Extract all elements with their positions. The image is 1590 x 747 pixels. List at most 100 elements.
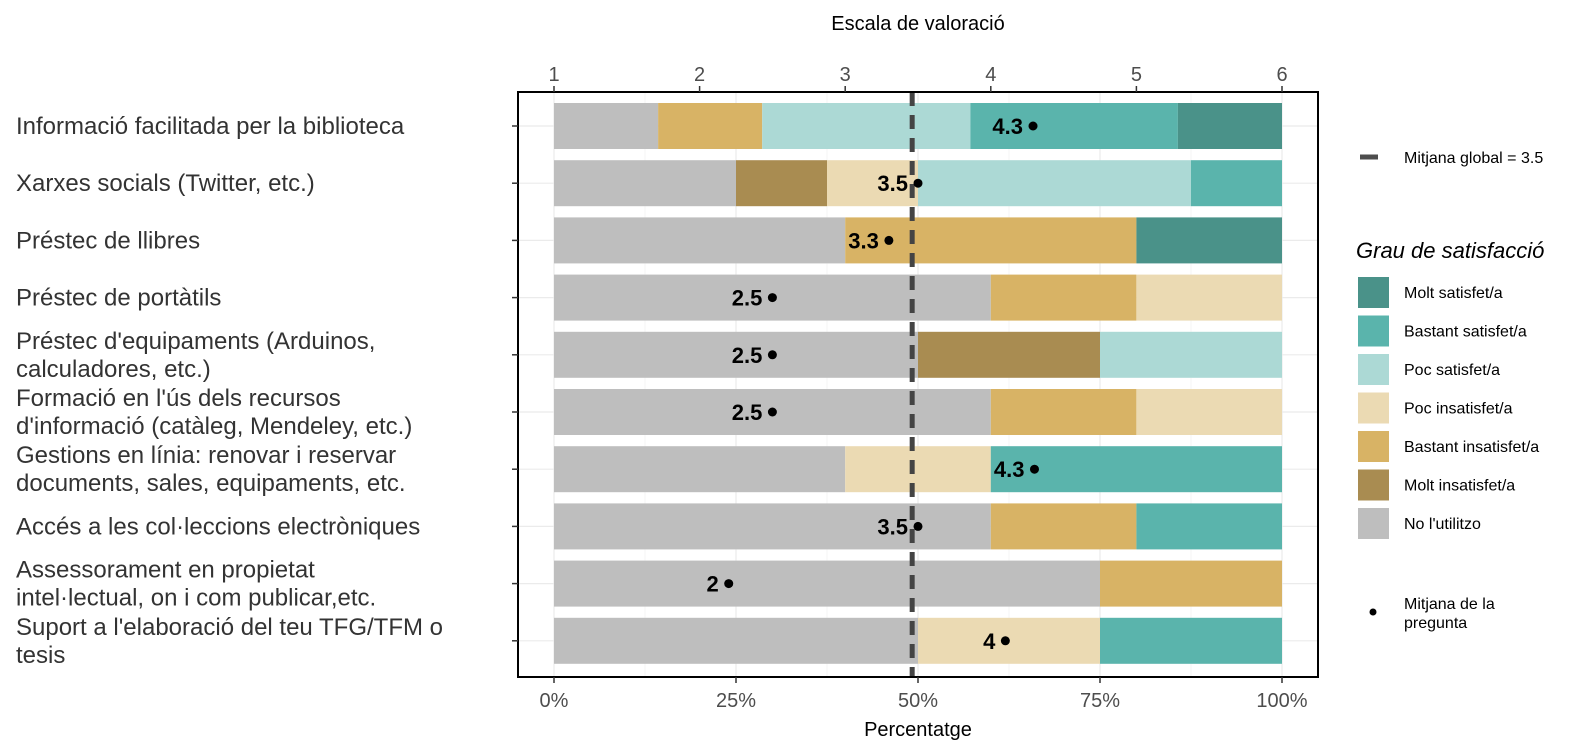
legend-key-molt-insatisfet-a bbox=[1358, 469, 1389, 501]
top-axis-tick-label: 2 bbox=[694, 64, 705, 86]
mean-label: 2 bbox=[706, 572, 718, 597]
bar-segment-bastant-satisfet-a bbox=[970, 103, 1178, 149]
mean-point-legend-line: Mitjana de la bbox=[1404, 596, 1495, 613]
bar-segment-poc-insatisfet-a bbox=[1136, 389, 1282, 435]
bar-segment-no-l-utilitzo bbox=[554, 331, 918, 378]
bottom-axis-tick-label: 100% bbox=[1256, 690, 1307, 712]
mean-point bbox=[1028, 121, 1038, 131]
bar-segment-poc-satisfet-a bbox=[1100, 331, 1282, 378]
row-label-line: Préstec de portàtils bbox=[16, 285, 221, 312]
row-label-line: tesis bbox=[16, 642, 65, 669]
bar-segment-poc-satisfet-a bbox=[762, 103, 971, 149]
row-label-line: documents, sales, equipaments, etc. bbox=[16, 470, 406, 497]
legend-label: Poc satisfet/a bbox=[1404, 362, 1500, 379]
global-mean-legend-text: Mitjana global = bbox=[1404, 150, 1521, 167]
bar-segment-bastant-insatisfet-a bbox=[990, 274, 1137, 321]
row-label: Préstec de llibres bbox=[16, 227, 200, 254]
legend-items: Molt satisfet/a Bastant satisfet/a Poc sat… bbox=[1358, 277, 1539, 539]
mean-label: 4.3 bbox=[994, 457, 1025, 482]
row-label-line: Préstec d'equipaments (Arduinos, bbox=[16, 328, 375, 355]
row-label: Formació en l'ús dels recursos d'informac… bbox=[16, 385, 412, 440]
legend-label: Molt satisfet/a bbox=[1404, 285, 1503, 302]
bar-segment-bastant-insatisfet-a bbox=[845, 217, 1137, 264]
legend-label: No l'utilitzo bbox=[1404, 516, 1481, 533]
bar-segment-no-l-utilitzo bbox=[554, 503, 991, 550]
bar-segment-no-l-utilitzo bbox=[554, 160, 736, 207]
bar-segment-no-l-utilitzo bbox=[554, 617, 918, 664]
row-label: Préstec d'equipaments (Arduinos, calculad… bbox=[16, 328, 375, 383]
row-label-line: Accés a les col·leccions electròniques bbox=[16, 513, 420, 540]
row-label-line: Préstec de llibres bbox=[16, 227, 200, 254]
mean-label: 4 bbox=[983, 629, 996, 654]
top-axis: 1 2 3 4 5 6 bbox=[548, 64, 1288, 92]
mean-point-legend-key bbox=[1369, 608, 1377, 616]
bar-segment-molt-insatisfet-a bbox=[918, 331, 1100, 378]
legend-label: Bastant satisfet/a bbox=[1404, 324, 1527, 341]
mean-point bbox=[1000, 636, 1010, 646]
legend: Mitjana global = 3.5 Grau de satisfacció… bbox=[1356, 150, 1544, 632]
legend-label: Bastant insatisfet/a bbox=[1404, 439, 1539, 456]
mean-label: 2.5 bbox=[732, 343, 763, 368]
mean-label: 3.5 bbox=[877, 171, 908, 196]
global-mean-legend-value: 3.5 bbox=[1521, 150, 1543, 167]
top-axis-tick-label: 1 bbox=[548, 64, 559, 86]
stacked-bars bbox=[554, 103, 1282, 664]
global-mean-legend-label: Mitjana global = 3.5 bbox=[1404, 150, 1543, 167]
mean-point bbox=[767, 407, 777, 417]
legend-key-bastant-insatisfet-a bbox=[1358, 431, 1389, 462]
bar-segment-no-l-utilitzo bbox=[554, 103, 659, 149]
bar-segment-bastant-insatisfet-a bbox=[990, 503, 1137, 550]
mean-point bbox=[1029, 464, 1039, 474]
legend-key-no-l-utilitzo bbox=[1358, 508, 1389, 539]
row-label: Gestions en línia: renovar i reservar doc… bbox=[16, 442, 406, 497]
mean-points: 4.3 3.5 3.3 2.5 2.5 2.5 4.3 3.5 2 4 bbox=[706, 114, 1039, 654]
bar-segment-bastant-satisfet-a bbox=[1191, 160, 1282, 207]
mean-label: 2.5 bbox=[732, 286, 763, 311]
bar-segment-no-l-utilitzo bbox=[554, 446, 846, 493]
row-label-line: d'informació (catàleg, Mendeley, etc.) bbox=[16, 413, 412, 440]
bar-segment-bastant-satisfet-a bbox=[1136, 503, 1282, 550]
bottom-axis-title: Percentatge bbox=[864, 719, 972, 741]
bar-segment-poc-insatisfet-a bbox=[827, 160, 918, 207]
row-labels: Informació facilitada per la biblioteca X… bbox=[16, 113, 518, 669]
row-label: Xarxes socials (Twitter, etc.) bbox=[16, 170, 315, 197]
legend-key-poc-insatisfet-a bbox=[1358, 392, 1389, 424]
legend-key-poc-satisfet-a bbox=[1358, 354, 1389, 385]
bottom-axis: 0% 25% 50% 75% 100% bbox=[540, 677, 1308, 712]
bar-segment-bastant-insatisfet-a bbox=[658, 103, 763, 149]
bar-segment-molt-insatisfet-a bbox=[736, 160, 827, 207]
legend-title: Grau de satisfacció bbox=[1356, 238, 1544, 263]
legend-key-bastant-satisfet-a bbox=[1358, 315, 1389, 347]
top-axis-tick-label: 5 bbox=[1131, 64, 1142, 86]
legend-label: Poc insatisfet/a bbox=[1404, 401, 1513, 418]
row-label: Assessorament en propietat intel·lectual,… bbox=[16, 557, 376, 612]
bar-segment-molt-satisfet-a bbox=[1136, 217, 1282, 264]
mean-point bbox=[767, 293, 777, 303]
row-label-line: Informació facilitada per la biblioteca bbox=[16, 113, 405, 140]
row-label: Préstec de portàtils bbox=[16, 285, 221, 312]
top-axis-tick-label: 4 bbox=[985, 64, 996, 86]
mean-point bbox=[767, 350, 777, 360]
mean-label: 2.5 bbox=[732, 400, 763, 425]
mean-label: 4.3 bbox=[992, 114, 1023, 139]
row-label-line: Assessorament en propietat bbox=[16, 557, 315, 584]
bar-segment-poc-satisfet-a bbox=[918, 160, 1191, 207]
row-label-line: Xarxes socials (Twitter, etc.) bbox=[16, 170, 315, 197]
row-label-line: Formació en l'ús dels recursos bbox=[16, 385, 341, 412]
bar-segment-bastant-insatisfet-a bbox=[990, 389, 1137, 435]
bar-segment-bastant-insatisfet-a bbox=[1100, 560, 1282, 607]
bottom-axis-tick-label: 75% bbox=[1080, 690, 1120, 712]
row-label-line: Suport a l'elaboració del teu TFG/TFM o bbox=[16, 614, 443, 641]
mean-point-legend-line: pregunta bbox=[1404, 615, 1467, 632]
bar-segment-bastant-satisfet-a bbox=[1100, 617, 1282, 664]
top-axis-tick-label: 3 bbox=[840, 64, 851, 86]
bottom-axis-tick-label: 50% bbox=[898, 690, 938, 712]
mean-label: 3.3 bbox=[848, 228, 879, 253]
bar-segment-poc-insatisfet-a bbox=[1136, 274, 1282, 321]
row-label: Informació facilitada per la biblioteca bbox=[16, 113, 405, 140]
mean-point bbox=[913, 178, 923, 188]
bar-segment-molt-satisfet-a bbox=[1177, 103, 1282, 149]
row-label: Accés a les col·leccions electròniques bbox=[16, 513, 420, 540]
